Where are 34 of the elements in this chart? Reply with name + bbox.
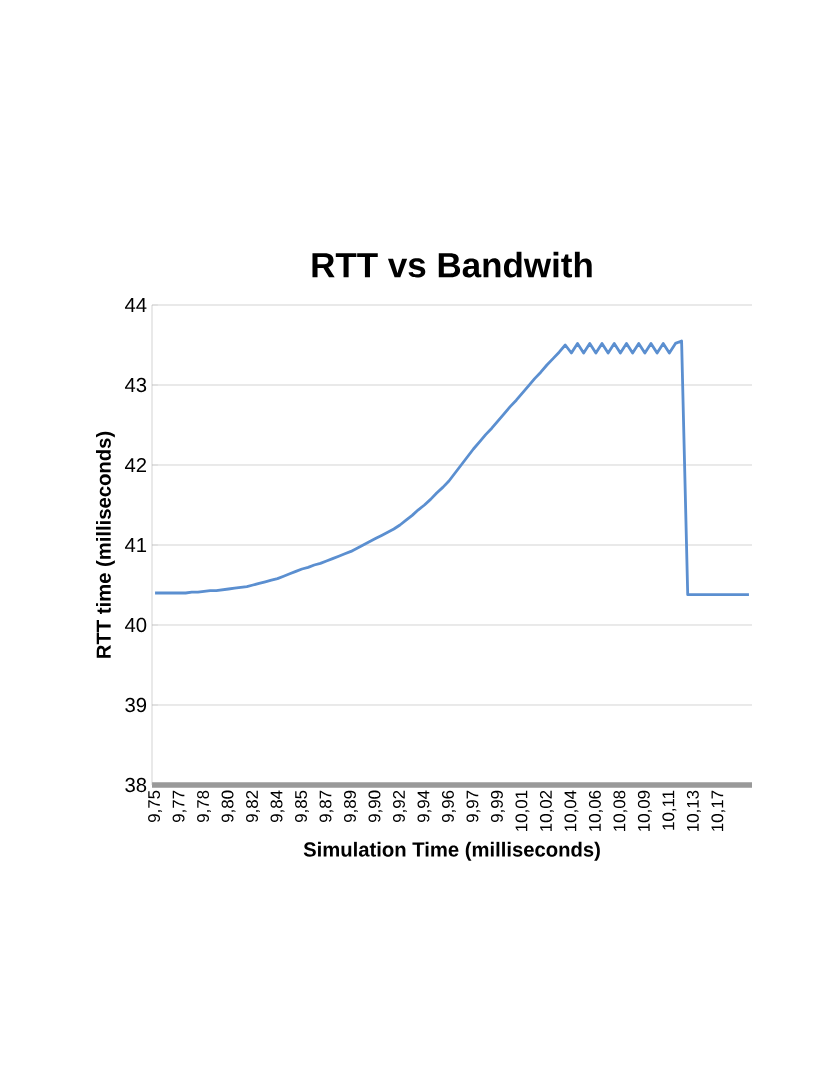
- x-tick-label: 10,17: [711, 790, 726, 831]
- x-tick-label: 9,80: [221, 790, 236, 822]
- x-tick-label: 9,90: [368, 790, 383, 822]
- y-tick-label: 41: [124, 538, 147, 552]
- x-tick-label: 10,01: [515, 790, 530, 831]
- y-axis-title: RTT time (milliseconds): [96, 431, 115, 658]
- y-tick-label: 44: [124, 298, 147, 312]
- x-tick-label: 9,94: [417, 790, 432, 822]
- x-tick-label: 10,11: [662, 790, 677, 830]
- x-tick-label: 9,97: [466, 790, 481, 822]
- x-tick-label: 9,84: [270, 790, 285, 822]
- x-tick-label: 9,89: [344, 790, 358, 822]
- x-tick-label: 9,99: [490, 790, 505, 822]
- x-axis-title: Simulation Time (milliseconds): [303, 841, 600, 861]
- y-tick-label: 40: [124, 617, 147, 633]
- x-tick-label: 10,09: [637, 790, 652, 831]
- x-tick-label: 9,82: [246, 790, 260, 822]
- x-tick-label: 9,75: [148, 790, 163, 822]
- y-tick-label: 38: [125, 777, 147, 793]
- y-tick-label: 43: [124, 377, 147, 393]
- x-tick-label: 10,08: [613, 790, 628, 831]
- x-tick-label: 9,78: [197, 790, 212, 822]
- y-tick-label: 39: [125, 697, 147, 713]
- chart-title: RTT vs Bandwith: [312, 251, 592, 278]
- x-tick-label: 9,85: [295, 790, 309, 822]
- x-tick-label: 9,77: [172, 790, 187, 822]
- y-tick-label: 42: [124, 457, 146, 473]
- x-tick-label: 10,02: [539, 790, 554, 831]
- x-tick-label: 10,06: [588, 790, 603, 831]
- x-tick-label: 10,13: [686, 790, 701, 831]
- x-tick-label: 10,04: [564, 790, 579, 831]
- x-tick-label: 9,96: [441, 790, 456, 822]
- x-tick-label: 9,92: [393, 790, 407, 822]
- x-tick-label: 9,87: [319, 790, 334, 822]
